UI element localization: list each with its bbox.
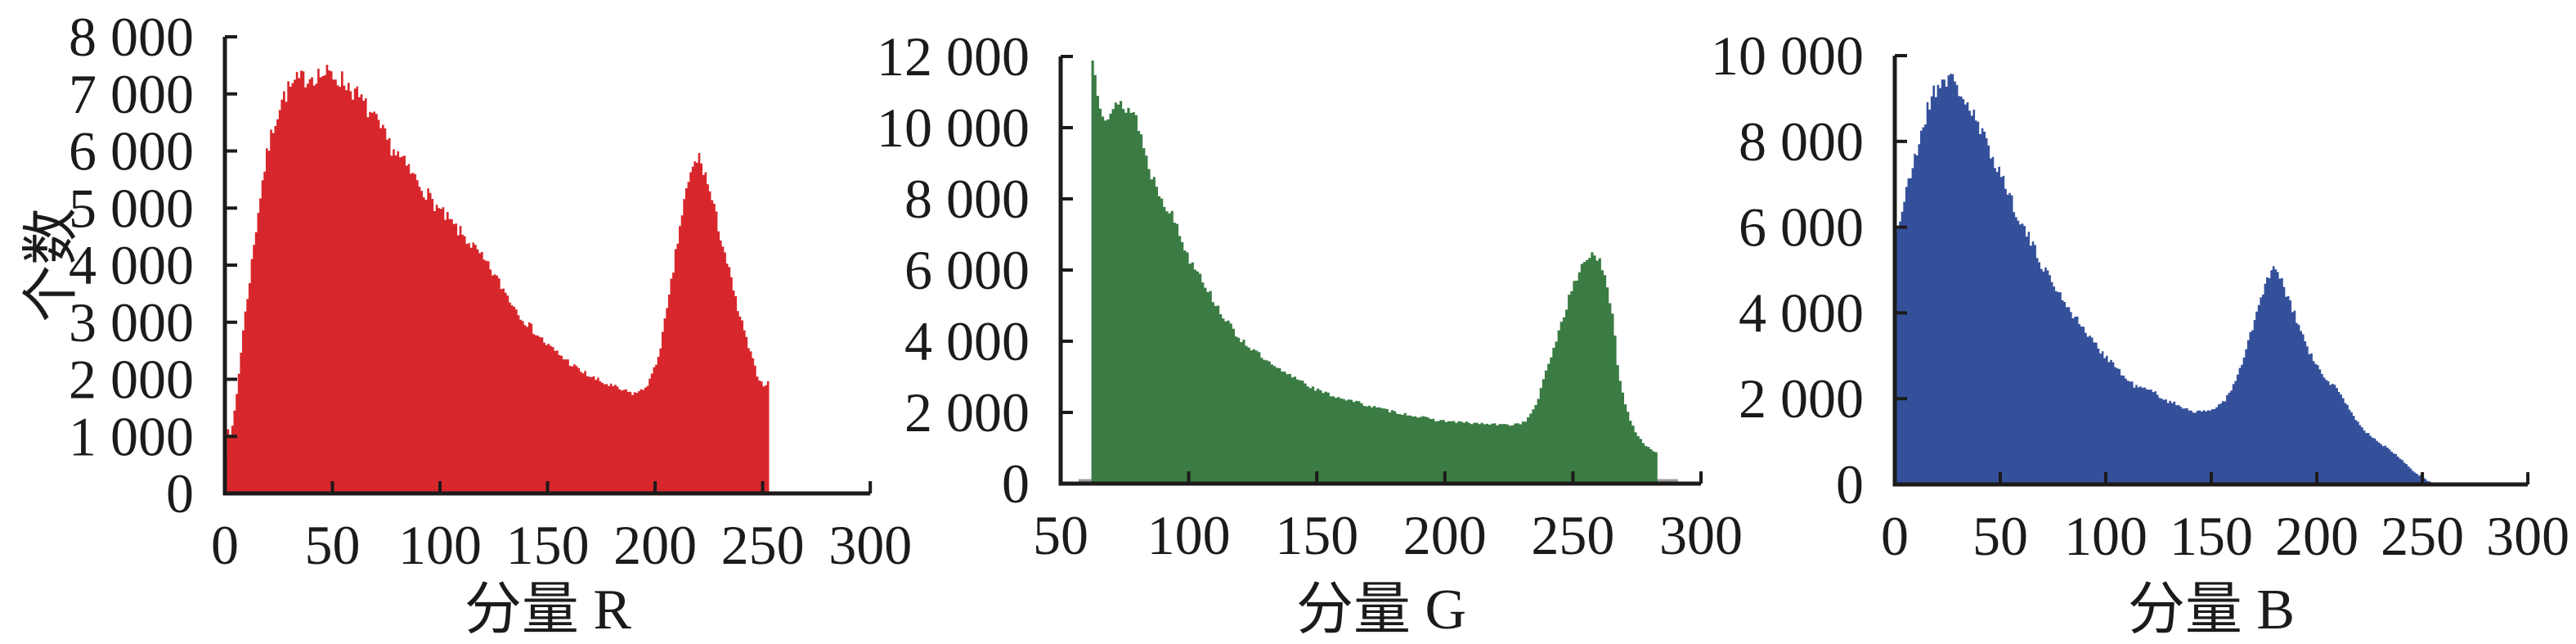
y-tick-label-G: 0 bbox=[1002, 453, 1030, 515]
histogram-fill-G bbox=[1091, 61, 1658, 484]
histogram-panel-b: 0 2 000 4 000 6 000 8 000 10 000 0 50 100 150 200 2… bbox=[1711, 25, 2569, 567]
x-tick-label-R: 150 bbox=[506, 514, 590, 576]
y-tick-label-R: 6 000 bbox=[69, 120, 194, 182]
y-tick-label-G: 2 000 bbox=[904, 381, 1030, 444]
x-tick-label-B: 100 bbox=[2064, 505, 2147, 567]
x-tick-label-R: 300 bbox=[828, 514, 912, 576]
y-tick-label-B: 8 000 bbox=[1739, 110, 1864, 173]
x-tick-label-B: 150 bbox=[2170, 505, 2253, 567]
x-tick-label-B: 0 bbox=[1881, 505, 1909, 567]
y-tick-label-B: 4 000 bbox=[1739, 281, 1864, 344]
x-tick-label-R: 50 bbox=[305, 514, 361, 576]
x-tick-label-G: 100 bbox=[1147, 504, 1231, 566]
y-tick-label-R: 3 000 bbox=[69, 291, 194, 354]
x-tick-label-G: 300 bbox=[1659, 504, 1743, 566]
histogram-fill-R bbox=[225, 65, 770, 493]
x-axis-title-component-r: 分量 R bbox=[464, 579, 631, 642]
y-tick-label-B: 0 bbox=[1836, 453, 1864, 516]
histogram-panel-g: 0 2 000 4 000 6 000 8 000 10 000 12 000 50 100 15… bbox=[877, 25, 1743, 566]
x-tick-label-G: 150 bbox=[1275, 504, 1358, 566]
x-tick-label-B: 200 bbox=[2275, 505, 2358, 567]
y-axis-title-count: 个数 bbox=[20, 208, 83, 322]
y-tick-label-G: 4 000 bbox=[904, 310, 1030, 372]
x-tick-label-R: 250 bbox=[721, 514, 805, 576]
histogram-fill-B bbox=[1895, 74, 2433, 485]
x-axis-title-component-b: 分量 B bbox=[2128, 579, 2295, 642]
x-tick-label-B: 300 bbox=[2486, 505, 2569, 567]
y-tick-label-R: 7 000 bbox=[69, 63, 194, 125]
x-axis-title-component-g: 分量 G bbox=[1296, 579, 1466, 642]
y-tick-label-G: 12 000 bbox=[877, 25, 1030, 88]
x-tick-label-R: 0 bbox=[211, 514, 239, 576]
x-tick-label-G: 200 bbox=[1403, 504, 1487, 566]
y-tick-label-R: 4 000 bbox=[69, 234, 194, 296]
x-tick-label-B: 50 bbox=[1972, 505, 2028, 567]
y-tick-label-R: 1 000 bbox=[69, 405, 194, 467]
y-tick-label-R: 8 000 bbox=[69, 6, 194, 68]
x-tick-label-B: 250 bbox=[2381, 505, 2464, 567]
x-tick-label-R: 200 bbox=[613, 514, 697, 576]
x-tick-label-G: 250 bbox=[1531, 504, 1614, 566]
y-tick-label-G: 8 000 bbox=[904, 168, 1030, 230]
x-tick-label-R: 100 bbox=[398, 514, 482, 576]
y-tick-label-R: 0 bbox=[166, 462, 194, 525]
x-tick-label-G: 50 bbox=[1033, 504, 1088, 566]
y-tick-label-B: 6 000 bbox=[1739, 196, 1864, 259]
y-tick-label-G: 6 000 bbox=[904, 239, 1030, 301]
y-tick-label-G: 10 000 bbox=[877, 97, 1030, 159]
y-tick-label-B: 2 000 bbox=[1739, 367, 1864, 430]
y-tick-label-R: 5 000 bbox=[69, 177, 194, 239]
y-tick-label-B: 10 000 bbox=[1711, 25, 1864, 87]
y-tick-label-R: 2 000 bbox=[69, 349, 194, 411]
axis-titles: 个数 分量 R 分量 G 分量 B bbox=[20, 208, 2295, 642]
